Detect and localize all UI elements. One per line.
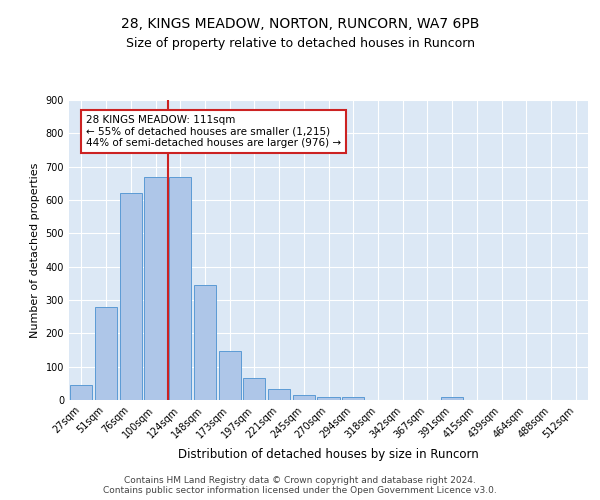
Bar [95, 306, 117, 400]
Bar [293, 395, 315, 400]
Text: 28 KINGS MEADOW: 111sqm
← 55% of detached houses are smaller (1,215)
44% of semi: 28 KINGS MEADOW: 111sqm ← 55% of detache… [86, 115, 341, 148]
Text: Contains HM Land Registry data © Crown copyright and database right 2024.
Contai: Contains HM Land Registry data © Crown c… [103, 476, 497, 495]
Bar [243, 378, 265, 400]
Y-axis label: Number of detached properties: Number of detached properties [30, 162, 40, 338]
Text: 28, KINGS MEADOW, NORTON, RUNCORN, WA7 6PB: 28, KINGS MEADOW, NORTON, RUNCORN, WA7 6… [121, 18, 479, 32]
Bar [218, 350, 241, 400]
X-axis label: Distribution of detached houses by size in Runcorn: Distribution of detached houses by size … [178, 448, 479, 461]
Bar [119, 194, 142, 400]
Text: Size of property relative to detached houses in Runcorn: Size of property relative to detached ho… [125, 38, 475, 51]
Bar [317, 396, 340, 400]
Bar [145, 176, 167, 400]
Bar [342, 396, 364, 400]
Bar [169, 176, 191, 400]
Bar [441, 396, 463, 400]
Bar [70, 385, 92, 400]
Bar [268, 389, 290, 400]
Bar [194, 285, 216, 400]
